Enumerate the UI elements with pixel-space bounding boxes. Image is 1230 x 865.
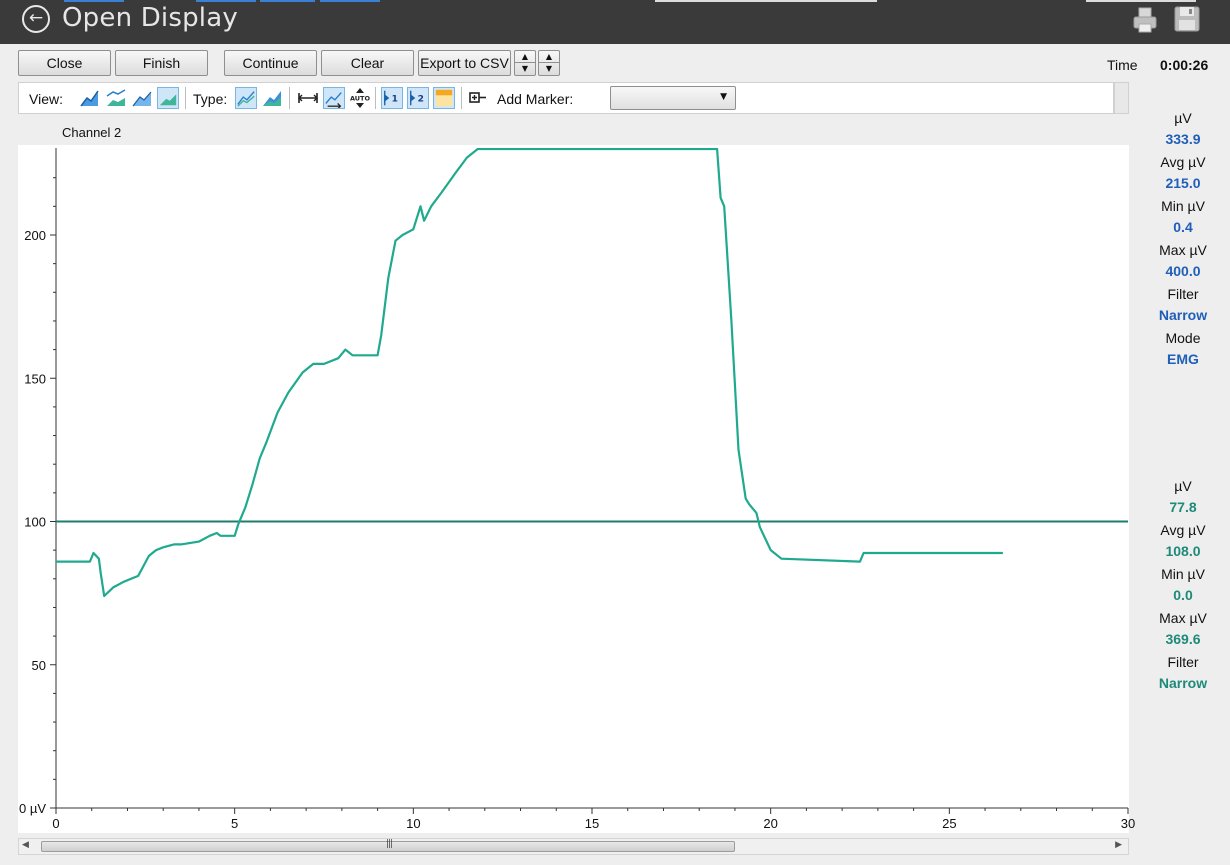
y-tick-label: 0 µV	[19, 801, 46, 816]
top-strip	[260, 0, 315, 2]
clear-button[interactable]: Clear	[321, 50, 414, 76]
spin-up-icon[interactable]: ▲	[515, 51, 535, 63]
top-strip	[196, 0, 256, 2]
view-split-icon[interactable]	[157, 87, 179, 109]
readout-label: Min µV	[1161, 566, 1205, 582]
emg-series-line	[56, 148, 1003, 598]
toolbar-divider	[289, 87, 290, 109]
top-strip	[655, 0, 877, 2]
x-tick-label: 30	[1121, 816, 1135, 831]
marker-1-icon[interactable]: 1	[381, 87, 403, 109]
close-button[interactable]: Close	[18, 50, 111, 76]
marker-dropdown[interactable]: ▼	[610, 86, 736, 110]
top-strip	[320, 0, 380, 2]
readout-value: 333.9	[1165, 131, 1201, 147]
svg-text:2: 2	[418, 95, 424, 105]
x-tick-label: 5	[231, 816, 238, 831]
view-overlay-icon[interactable]	[131, 87, 153, 109]
highlight-color-icon[interactable]	[433, 87, 455, 109]
readout-label: Max µV	[1159, 242, 1207, 258]
marker-2-icon[interactable]: 2	[407, 87, 429, 109]
toolbar-scrollbar[interactable]	[1114, 82, 1129, 114]
x-tick-label: 10	[406, 816, 420, 831]
readout-value: 400.0	[1165, 263, 1201, 279]
x-tick-label: 0	[52, 816, 59, 831]
spin-down-icon[interactable]: ▼	[545, 64, 553, 73]
channel-label: Channel 2	[62, 125, 122, 140]
readout-value: EMG	[1167, 351, 1199, 367]
view-label: View:	[29, 91, 63, 107]
offset-spinner[interactable]: ▲ ▼	[538, 50, 560, 76]
readout-value: 215.0	[1165, 175, 1201, 191]
title-bar: ← Open Display	[0, 0, 1230, 44]
readout-label: Mode	[1165, 330, 1201, 346]
x-tick-label: 20	[763, 816, 777, 831]
export-csv-button[interactable]: Export to CSV	[418, 50, 511, 76]
svg-text:1: 1	[392, 95, 398, 105]
y-tick-label: 150	[24, 371, 46, 386]
chevron-down-icon: ▼	[720, 92, 727, 102]
readout-label: Filter	[1167, 286, 1199, 302]
top-strip	[1086, 0, 1196, 2]
add-marker-label: Add Marker:	[497, 91, 574, 107]
save-icon[interactable]	[1174, 6, 1200, 32]
finish-button[interactable]: Finish	[115, 50, 208, 76]
readout-label: Min µV	[1161, 198, 1205, 214]
view-toolbar: View: Type:	[18, 82, 1114, 114]
readout-value: 77.8	[1169, 499, 1197, 515]
time-label: Time	[1107, 57, 1138, 73]
readout-label: Filter	[1167, 654, 1199, 670]
x-tick-label: 15	[585, 816, 599, 831]
back-icon[interactable]: ←	[22, 5, 50, 33]
fit-width-icon[interactable]	[297, 87, 319, 109]
page-title: Open Display	[62, 3, 238, 33]
svg-text:AUTO: AUTO	[350, 95, 371, 103]
y-tick-label: 200	[24, 228, 46, 243]
readout-value: 108.0	[1165, 543, 1201, 559]
plot-area	[18, 145, 1129, 833]
spin-up-icon[interactable]: ▲	[539, 51, 559, 63]
top-strip	[64, 0, 124, 2]
readout-label: Avg µV	[1160, 522, 1206, 538]
type-area-icon[interactable]	[261, 87, 283, 109]
readout-panel-top: µV 333.9 Avg µV 215.0 Min µV 0.4 Max µV 400.0 Fi…	[1136, 107, 1230, 371]
toolbar-divider	[375, 87, 376, 109]
y-tick-label: 100	[24, 515, 46, 530]
grip-icon: |||	[386, 839, 393, 849]
view-single-icon[interactable]	[79, 87, 101, 109]
toolbar-divider	[461, 87, 462, 109]
scale-spinner[interactable]: ▲ ▼	[514, 50, 536, 76]
y-tick-label: 50	[32, 658, 46, 673]
horizontal-scrollbar[interactable]: ◀ ||| ▶	[18, 838, 1129, 855]
readout-label: Avg µV	[1160, 154, 1206, 170]
readout-label: µV	[1174, 110, 1192, 126]
readout-value: 369.6	[1165, 631, 1201, 647]
readout-panel-bottom: µV 77.8 Avg µV 108.0 Min µV 0.0 Max µV 369.6 Fil…	[1136, 475, 1230, 695]
readout-label: µV	[1174, 478, 1192, 494]
x-tick-label: 25	[942, 816, 956, 831]
scroll-follow-icon[interactable]	[323, 87, 345, 109]
add-marker-icon[interactable]	[467, 87, 489, 109]
auto-scale-icon[interactable]: AUTO	[349, 87, 371, 109]
view-stacked-icon[interactable]	[105, 87, 127, 109]
readout-value: Narrow	[1158, 675, 1208, 691]
time-value: 0:00:26	[1160, 57, 1209, 73]
print-icon[interactable]	[1133, 7, 1157, 33]
scroll-right-icon[interactable]: ▶	[1115, 840, 1122, 850]
readout-value: 0.0	[1173, 587, 1193, 603]
readout-value: Narrow	[1158, 307, 1208, 323]
type-label: Type:	[193, 91, 228, 107]
readout-label: Max µV	[1159, 610, 1207, 626]
continue-button[interactable]: Continue	[224, 50, 317, 76]
scroll-thumb[interactable]: |||	[41, 839, 735, 852]
readout-value: 0.4	[1173, 219, 1193, 235]
toolbar-divider	[185, 87, 186, 109]
scroll-left-icon[interactable]: ◀	[22, 840, 29, 850]
spin-down-icon[interactable]: ▼	[521, 64, 529, 73]
type-line-icon[interactable]	[235, 87, 257, 109]
